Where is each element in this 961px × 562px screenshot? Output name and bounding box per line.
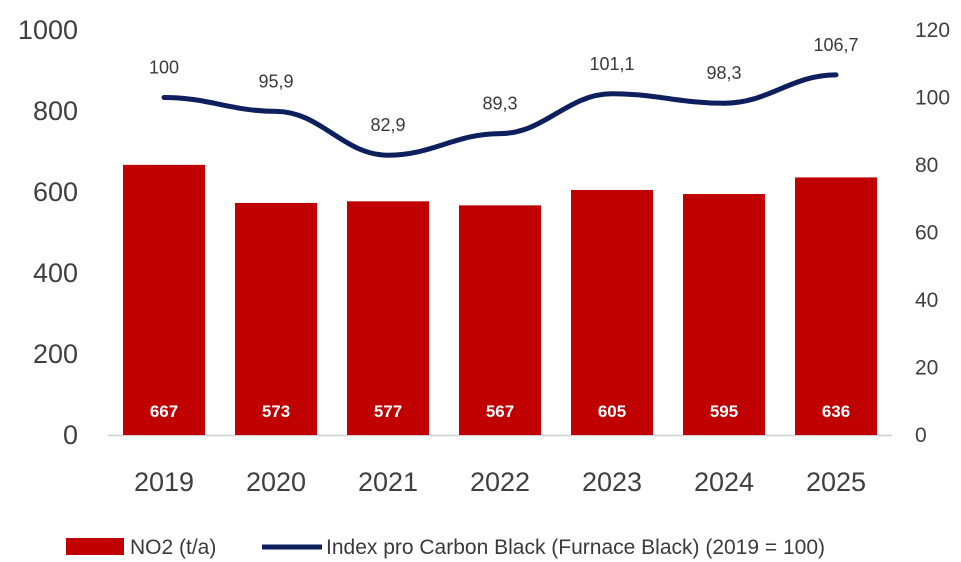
x-tick-2024: 2024 (694, 467, 754, 497)
line-label-2023: 101,1 (589, 54, 634, 74)
x-tick-2019: 2019 (134, 467, 194, 497)
legend-bar-swatch (66, 538, 124, 555)
line-label-2025: 106,7 (813, 35, 858, 55)
bar-2020 (235, 202, 317, 435)
right-tick-3: 60 (915, 222, 938, 245)
bar-2019 (123, 164, 205, 436)
x-tick-2020: 2020 (246, 467, 306, 497)
left-tick-5: 1000 (18, 15, 78, 45)
left-tick-4: 800 (33, 96, 78, 126)
x-axis-ticks: 2019 2020 2021 2022 2023 2024 2025 (134, 467, 866, 497)
right-tick-1: 20 (915, 357, 938, 380)
line-label-2021: 82,9 (370, 115, 405, 135)
x-tick-2023: 2023 (582, 467, 642, 497)
left-axis-ticks: 0 200 400 600 800 1000 (18, 15, 78, 450)
right-tick-4: 80 (915, 154, 938, 177)
bar-2022 (459, 205, 541, 435)
legend-bar-label: NO2 (t/a) (130, 536, 216, 559)
index-series-line (161, 72, 839, 158)
bar-label-2019: 667 (150, 402, 178, 421)
line-label-2024: 98,3 (706, 63, 741, 83)
bar-2024 (683, 194, 765, 435)
x-tick-2022: 2022 (470, 467, 530, 497)
line-label-2020: 95,9 (258, 71, 293, 91)
bar-label-2020: 573 (262, 402, 290, 421)
bar-label-2023: 605 (598, 402, 626, 421)
bar-label-2025: 636 (822, 402, 850, 421)
right-tick-6: 120 (915, 19, 950, 42)
right-axis-ticks: 0 20 40 60 80 100 120 (915, 19, 950, 447)
legend-line-label: Index pro Carbon Black (Furnace Black) (… (326, 536, 825, 559)
x-tick-2025: 2025 (806, 467, 866, 497)
left-tick-2: 400 (33, 258, 78, 288)
bar-series (123, 164, 877, 436)
bar-2025 (795, 177, 877, 436)
right-tick-5: 100 (915, 87, 950, 110)
left-tick-1: 200 (33, 339, 78, 369)
bar-label-2021: 577 (374, 402, 402, 421)
bar-label-2022: 567 (486, 402, 514, 421)
legend: NO2 (t/a) Index pro Carbon Black (Furnac… (66, 536, 825, 559)
bar-label-2024: 595 (710, 402, 738, 421)
x-tick-2021: 2021 (358, 467, 418, 497)
line-label-2019: 100 (149, 58, 179, 78)
bar-data-labels: 667 573 577 567 605 595 636 (150, 402, 850, 421)
right-tick-2: 40 (915, 289, 938, 312)
right-tick-0: 0 (915, 424, 927, 447)
left-tick-3: 600 (33, 177, 78, 207)
bar-2023 (571, 189, 653, 435)
line-label-2022: 89,3 (482, 94, 517, 114)
left-tick-0: 0 (63, 420, 78, 450)
bar-2021 (347, 201, 429, 435)
line-data-labels: 100 95,9 82,9 89,3 101,1 98,3 106,7 (149, 35, 859, 135)
